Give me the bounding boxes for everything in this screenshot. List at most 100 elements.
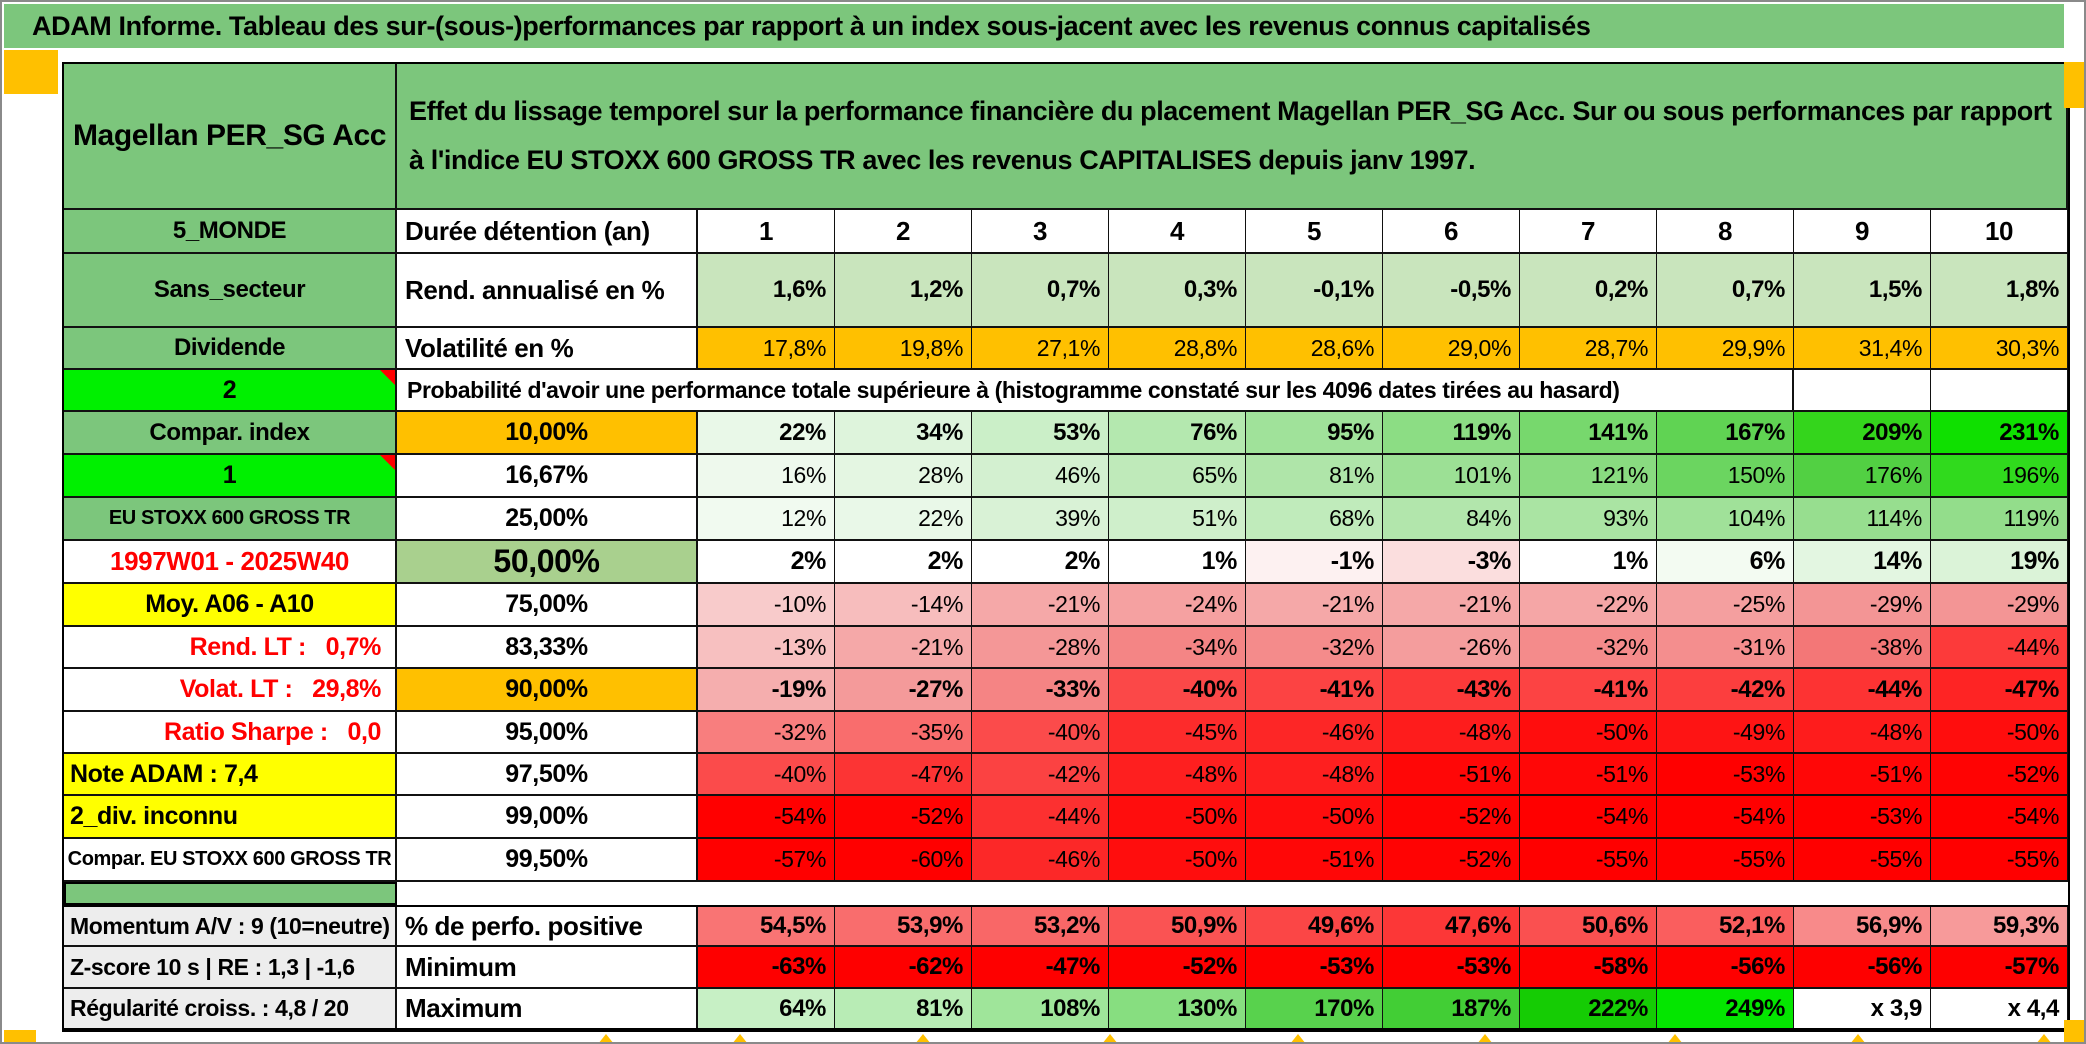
cell-2[interactable]: 2	[64, 370, 397, 410]
cell[interactable]: 1,5%	[1794, 254, 1931, 326]
label-index[interactable]: EU STOXX 600 GROSS TR	[64, 498, 397, 539]
empty-cell[interactable]	[1931, 370, 2068, 410]
cell[interactable]: -52%	[1931, 754, 2068, 794]
cell[interactable]: 49,6%	[1246, 907, 1383, 945]
cell[interactable]: -52%	[1109, 947, 1246, 987]
cell[interactable]: -51%	[1520, 754, 1657, 794]
cell[interactable]: -19%	[698, 669, 835, 710]
percentile-99-5[interactable]: 99,50%	[397, 839, 698, 880]
cell[interactable]: 17,8%	[698, 328, 835, 368]
cell[interactable]: 0,3%	[1109, 254, 1246, 326]
cell[interactable]: -51%	[1383, 754, 1520, 794]
cell[interactable]: 196%	[1931, 455, 2068, 496]
cell[interactable]: -54%	[1657, 796, 1794, 837]
cell[interactable]: 51%	[1109, 498, 1246, 539]
cell[interactable]: -56%	[1794, 947, 1931, 987]
cell[interactable]: -10%	[698, 584, 835, 625]
label-duree-detention[interactable]: Durée détention (an)	[397, 210, 698, 252]
cell[interactable]: -21%	[972, 584, 1109, 625]
cell[interactable]: 52,1%	[1657, 907, 1794, 945]
cell[interactable]: 22%	[835, 498, 972, 539]
cell[interactable]: 6%	[1657, 541, 1794, 582]
cell[interactable]: -32%	[1246, 627, 1383, 667]
percentile-50[interactable]: 50,00%	[397, 541, 698, 582]
cell[interactable]: 30,3%	[1931, 328, 2068, 368]
cell[interactable]: 1%	[1109, 541, 1246, 582]
cell[interactable]: -54%	[1520, 796, 1657, 837]
cell[interactable]: 8	[1657, 210, 1794, 252]
cell[interactable]: x 4,4	[1931, 989, 2068, 1028]
cell[interactable]: -21%	[1383, 584, 1520, 625]
cell[interactable]: -58%	[1520, 947, 1657, 987]
cell[interactable]: -43%	[1383, 669, 1520, 710]
cell[interactable]: -44%	[972, 796, 1109, 837]
cell[interactable]: 64%	[698, 989, 835, 1028]
cell[interactable]: -22%	[1520, 584, 1657, 625]
label-zscore[interactable]: Z-score 10 s | RE : 1,3 | -1,6	[64, 947, 397, 987]
percentile-95[interactable]: 95,00%	[397, 712, 698, 752]
cell[interactable]: -52%	[835, 796, 972, 837]
cell[interactable]: 3	[972, 210, 1109, 252]
cell[interactable]: 68%	[1246, 498, 1383, 539]
cell[interactable]: -13%	[698, 627, 835, 667]
cell[interactable]: -55%	[1794, 839, 1931, 880]
cell[interactable]: 0,2%	[1520, 254, 1657, 326]
cell[interactable]: -42%	[1657, 669, 1794, 710]
cell[interactable]: 119%	[1931, 498, 2068, 539]
cell[interactable]: -41%	[1520, 669, 1657, 710]
label-5-monde[interactable]: 5_MONDE	[64, 210, 397, 252]
cell[interactable]: -48%	[1794, 712, 1931, 752]
cell[interactable]: 2%	[835, 541, 972, 582]
cell[interactable]: -34%	[1109, 627, 1246, 667]
cell[interactable]: -48%	[1246, 754, 1383, 794]
cell[interactable]: 19%	[1931, 541, 2068, 582]
cell[interactable]: -55%	[1931, 839, 2068, 880]
cell[interactable]: 121%	[1520, 455, 1657, 496]
cell[interactable]: 95%	[1246, 412, 1383, 453]
cell[interactable]: 28%	[835, 455, 972, 496]
sheet-title-bar[interactable]: ADAM Informe. Tableau des sur-(sous-)per…	[4, 4, 2064, 48]
percentile-10[interactable]: 10,00%	[397, 412, 698, 453]
label-dividende[interactable]: Dividende	[64, 328, 397, 368]
cell[interactable]: -45%	[1109, 712, 1246, 752]
cell[interactable]: -53%	[1383, 947, 1520, 987]
cell[interactable]: 1	[698, 210, 835, 252]
percentile-16-67[interactable]: 16,67%	[397, 455, 698, 496]
label-rend-annualise[interactable]: Rend. annualisé en %	[397, 254, 698, 326]
cell[interactable]: 16%	[698, 455, 835, 496]
cell[interactable]: 65%	[1109, 455, 1246, 496]
cell[interactable]: 19,8%	[835, 328, 972, 368]
cell[interactable]: x 3,9	[1794, 989, 1931, 1028]
cell[interactable]: 104%	[1657, 498, 1794, 539]
cell[interactable]: -53%	[1794, 796, 1931, 837]
label-volat-lt[interactable]: Volat. LT : 29,8%	[64, 669, 397, 710]
cell[interactable]: -50%	[1931, 712, 2068, 752]
cell[interactable]: 14%	[1794, 541, 1931, 582]
cell[interactable]: 231%	[1931, 412, 2068, 453]
cell[interactable]: -60%	[835, 839, 972, 880]
cell[interactable]: 0,7%	[972, 254, 1109, 326]
cell[interactable]: -29%	[1931, 584, 2068, 625]
label-sans-secteur[interactable]: Sans_secteur	[64, 254, 397, 326]
cell[interactable]: -0,5%	[1383, 254, 1520, 326]
label-div-inconnu[interactable]: 2_div. inconnu	[64, 796, 397, 837]
label-moyenne[interactable]: Moy. A06 - A10	[64, 584, 397, 625]
cell[interactable]: -54%	[698, 796, 835, 837]
cell[interactable]: -32%	[698, 712, 835, 752]
cell[interactable]: -53%	[1657, 754, 1794, 794]
cell[interactable]: 101%	[1383, 455, 1520, 496]
label-compar-index-full[interactable]: Compar. EU STOXX 600 GROSS TR	[64, 839, 397, 880]
percentile-25[interactable]: 25,00%	[397, 498, 698, 539]
cell[interactable]: -50%	[1520, 712, 1657, 752]
cell[interactable]: -38%	[1794, 627, 1931, 667]
cell[interactable]: 130%	[1109, 989, 1246, 1028]
cell[interactable]: 81%	[1246, 455, 1383, 496]
label-note-adam[interactable]: Note ADAM : 7,4	[64, 754, 397, 794]
cell[interactable]: 1%	[1520, 541, 1657, 582]
cell[interactable]: 10	[1931, 210, 2068, 252]
cell[interactable]: 76%	[1109, 412, 1246, 453]
cell[interactable]: 150%	[1657, 455, 1794, 496]
cell[interactable]: 2	[835, 210, 972, 252]
cell[interactable]: 1,8%	[1931, 254, 2068, 326]
cell[interactable]: 108%	[972, 989, 1109, 1028]
